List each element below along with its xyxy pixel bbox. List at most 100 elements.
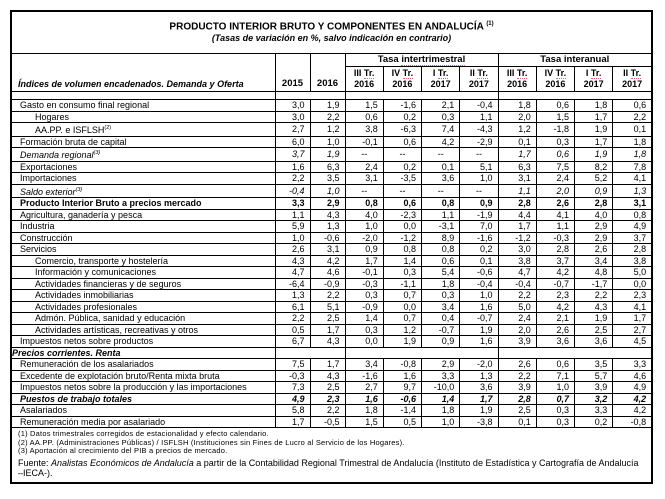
value-cell: 3,1 bbox=[497, 172, 537, 185]
value-cell: 4,9 bbox=[612, 381, 652, 394]
value-cell: 3,4 bbox=[573, 254, 614, 268]
value-cell: 1,0 bbox=[459, 172, 499, 185]
table-row: Actividades profesionales 6,1 5,1 -0,9 0,0 3,… bbox=[12, 300, 652, 314]
value-cell: 3,6 bbox=[573, 335, 614, 348]
row-label: Actividades financieras y de seguros bbox=[12, 277, 276, 291]
table-row: Admón. Pública, sanidad y educación 2,2 2,… bbox=[12, 312, 652, 325]
value-cell: 2,8 bbox=[573, 197, 614, 210]
page-subtitle: (Tasas de variación en %, salvo indicaci… bbox=[211, 33, 452, 44]
row-label: Remuneración de los asalariados bbox=[12, 358, 276, 371]
value-cell: 0,1 bbox=[420, 160, 461, 174]
value-cell: 0,0 bbox=[344, 335, 384, 348]
value-cell: 0,3 bbox=[535, 415, 576, 429]
value-cell: -1,6 bbox=[459, 231, 499, 245]
pib-components-table: PRODUCTO INTERIOR BRUTO Y COMPONENTES EN… bbox=[12, 12, 652, 429]
value-cell: 1,9 bbox=[573, 147, 614, 162]
value-cell: 2,5 bbox=[309, 312, 346, 325]
value-cell: 3,4 bbox=[344, 358, 384, 371]
value-cell: 3,7 bbox=[274, 147, 311, 162]
value-cell: 1,9 bbox=[309, 147, 346, 162]
value-cell: -0,4 bbox=[274, 183, 311, 199]
quarter-label: IV Tr. bbox=[544, 68, 567, 80]
value-cell: 3,0 bbox=[497, 243, 537, 256]
value-cell: 5,0 bbox=[612, 266, 652, 279]
value-cell: 7,1 bbox=[535, 369, 576, 383]
value-cell: 0,9 bbox=[420, 335, 461, 348]
footnotes: (1) Datos trimestrales corregidos de est… bbox=[12, 428, 651, 482]
value-cell: 3,6 bbox=[459, 381, 499, 394]
table-row: Excedente de explotación bruto/Renta mix… bbox=[12, 369, 652, 383]
value-cell: -0,4 bbox=[459, 277, 499, 291]
quarter-year: 2017 bbox=[430, 79, 451, 90]
value-cell: 2,3 bbox=[309, 392, 346, 406]
table-row: Puestos de trabajo totales 4,9 2,3 1,6 -0,6 1… bbox=[12, 392, 652, 406]
column-header-2015: 2015 bbox=[274, 53, 311, 93]
quarter-label: III Tr. bbox=[506, 68, 528, 80]
value-cell: 7,0 bbox=[459, 220, 499, 233]
table-row: Producto Interior Bruto a precios mercad… bbox=[12, 197, 652, 210]
value-cell: 1,1 bbox=[497, 183, 537, 199]
row-label: Producto Interior Bruto a precios mercad… bbox=[12, 197, 276, 210]
value-cell: 3,9 bbox=[497, 381, 537, 394]
spacer-row bbox=[12, 91, 652, 101]
value-cell: 5,4 bbox=[420, 266, 461, 279]
value-cell: 1,6 bbox=[274, 160, 311, 174]
value-cell: 3,9 bbox=[573, 381, 614, 394]
value-cell: 2,5 bbox=[497, 404, 537, 417]
value-cell: 0,3 bbox=[344, 323, 384, 337]
value-cell: 3,3 bbox=[420, 369, 461, 383]
value-cell: -1,8 bbox=[535, 122, 576, 137]
value-cell: 6,3 bbox=[309, 160, 346, 174]
table-row: AA.PP. e ISFLSH(2) 2,7 1,2 3,8 -6,3 7,4 -4,3 1,… bbox=[12, 122, 652, 137]
value-cell: -- bbox=[344, 147, 384, 162]
value-cell: 2,2 bbox=[497, 289, 537, 302]
pib-table-frame: PRODUCTO INTERIOR BRUTO Y COMPONENTES EN… bbox=[10, 10, 653, 484]
value-cell: 0,6 bbox=[612, 99, 652, 112]
quarter-year: 2016 bbox=[507, 79, 528, 90]
quarter-tr-abbrev: Tr. bbox=[402, 68, 414, 80]
value-cell: 4,3 bbox=[309, 369, 346, 383]
value-cell: 5,7 bbox=[573, 369, 614, 383]
value-cell: 1,7 bbox=[497, 147, 537, 162]
column-header-quarter: II Tr. 2017 bbox=[459, 66, 499, 93]
value-cell: 4,6 bbox=[612, 369, 652, 383]
value-cell: 2,7 bbox=[612, 323, 652, 337]
value-cell: -1,1 bbox=[382, 277, 423, 291]
row-label: Impuestos netos sobre productos bbox=[12, 335, 276, 348]
spacer-cell bbox=[344, 91, 499, 101]
value-cell: -0,4 bbox=[459, 99, 499, 112]
value-cell: 4,9 bbox=[274, 392, 311, 406]
value-cell: -0,6 bbox=[382, 392, 423, 406]
quarter-year: 2017 bbox=[622, 79, 643, 90]
value-cell: 1,6 bbox=[382, 369, 423, 383]
row-label: Formación bruta de capital bbox=[12, 135, 276, 149]
value-cell: -- bbox=[420, 183, 461, 199]
value-cell: 7,8 bbox=[612, 160, 652, 174]
value-cell: 4,4 bbox=[497, 208, 537, 222]
value-cell: 2,0 bbox=[497, 323, 537, 337]
value-cell: 0,6 bbox=[420, 254, 461, 268]
value-cell: -2,0 bbox=[344, 231, 384, 245]
quarter-year: 2017 bbox=[583, 79, 604, 90]
value-cell: -1,6 bbox=[382, 99, 423, 112]
value-cell: 5,2 bbox=[573, 172, 614, 185]
header-group-row: Índices de volumen encadenados. Demanda … bbox=[12, 53, 652, 93]
value-cell: 4,3 bbox=[309, 208, 346, 222]
value-cell: 3,0 bbox=[274, 99, 311, 112]
quarter-label: IV Tr. bbox=[391, 68, 414, 80]
column-header-quarter: III Tr. 2016 bbox=[345, 66, 384, 93]
column-header-quarter: I Tr. 2017 bbox=[420, 66, 461, 93]
value-cell: 3,8 bbox=[344, 122, 384, 137]
value-cell: -1,6 bbox=[344, 369, 384, 383]
value-cell: 3,6 bbox=[420, 172, 461, 185]
value-cell: 2,5 bbox=[573, 323, 614, 337]
quarter-year: 2016 bbox=[545, 79, 566, 90]
value-cell: 1,0 bbox=[420, 415, 461, 429]
value-cell: 4,7 bbox=[274, 266, 311, 279]
value-cell: 4,2 bbox=[535, 300, 576, 314]
value-cell: 2,9 bbox=[309, 197, 346, 210]
value-cell: -6,4 bbox=[274, 277, 311, 291]
value-cell: -0,4 bbox=[497, 277, 537, 291]
row-label: Remuneración media por asalariado bbox=[12, 415, 276, 429]
quarter-label: II Tr. bbox=[469, 68, 488, 80]
